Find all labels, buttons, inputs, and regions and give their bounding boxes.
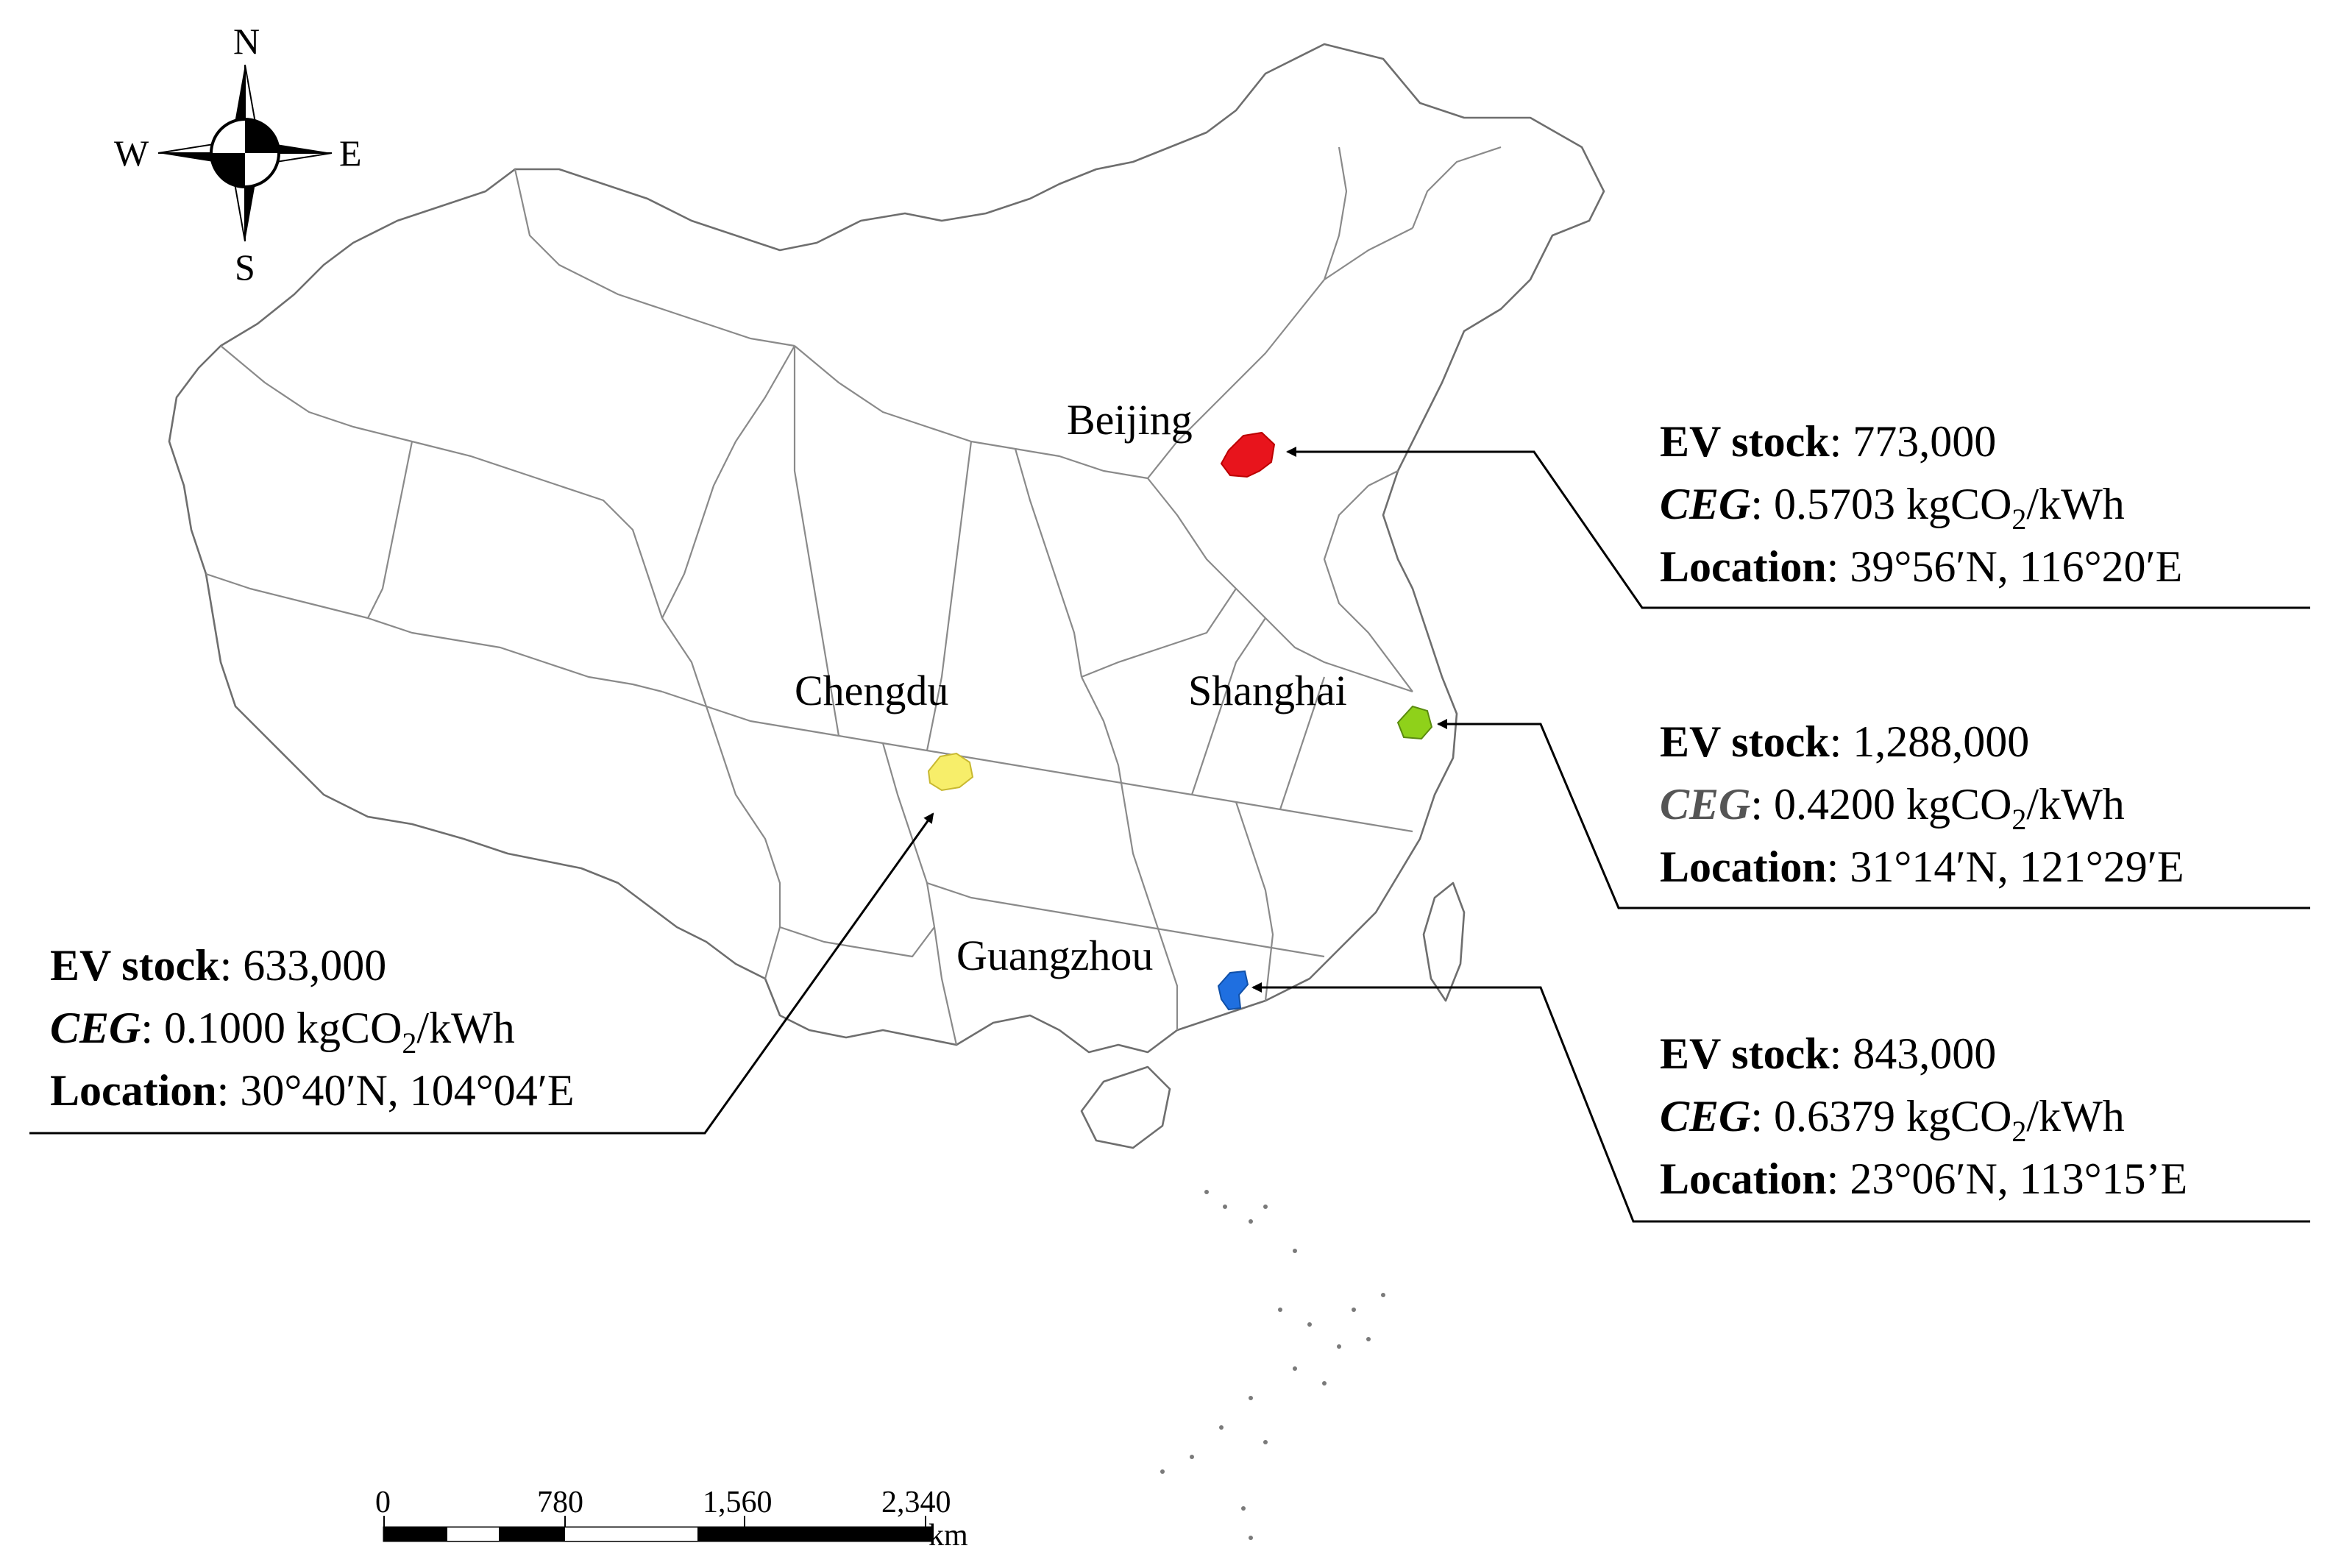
leader-lines xyxy=(29,447,2310,1223)
scale-unit-label: km xyxy=(928,1519,968,1553)
ev-stock-label: EV stock xyxy=(50,941,220,990)
ceg-subscript: 2 xyxy=(2011,803,2026,836)
compass-rose: N S E W xyxy=(114,21,362,288)
ev-stock-value: : 1,288,000 xyxy=(1830,717,2030,766)
ev-stock-value: : 843,000 xyxy=(1830,1029,1997,1078)
ceg-unit: /kWh xyxy=(416,1004,514,1052)
leader-line-beijing xyxy=(1286,447,2310,609)
ceg-label: CEG xyxy=(1660,780,1750,829)
leader-line-chengdu xyxy=(29,812,934,1135)
ceg-label: CEG xyxy=(50,1004,141,1052)
scale-bar: 0 780 1,560 2,340 km xyxy=(375,1486,968,1553)
svg-text:CEG: 0.6379 kgCO2/kWh: CEG: 0.6379 kgCO2/kWh xyxy=(1660,1092,2125,1148)
leader-line-shanghai xyxy=(1437,719,2310,909)
compass-label-north: N xyxy=(233,21,260,62)
location-label: Location xyxy=(1660,842,1827,891)
svg-text:CEG: 0.5703 kgCO2/kWh: CEG: 0.5703 kgCO2/kWh xyxy=(1660,480,2125,536)
scale-tick-label: 780 xyxy=(537,1486,583,1519)
compass-label-east: E xyxy=(339,132,362,174)
svg-text:EV stock: 843,000: EV stock: 843,000 xyxy=(1660,1029,1996,1078)
location-label: Location xyxy=(50,1066,217,1115)
city-label-shanghai: Shanghai xyxy=(1188,667,1347,714)
ceg-value: : 0.6379 kgCO xyxy=(1750,1092,2011,1140)
scale-tick-label: 0 xyxy=(375,1486,391,1519)
svg-text:Location: 30°40′N, 104°04′E: Location: 30°40′N, 104°04′E xyxy=(50,1066,575,1115)
ceg-subscript: 2 xyxy=(402,1026,416,1060)
ceg-unit: /kWh xyxy=(2026,780,2124,829)
compass-label-south: S xyxy=(235,246,255,288)
scale-bar-segment xyxy=(697,1528,931,1541)
province-borders xyxy=(205,146,1502,1046)
svg-text:EV stock: 633,000: EV stock: 633,000 xyxy=(50,941,386,990)
location-label: Location xyxy=(1660,1154,1827,1203)
location-value: : 31°14′N, 121°29′E xyxy=(1827,842,2184,891)
scale-bar-segment xyxy=(499,1528,565,1541)
city-label-beijing: Beijing xyxy=(1067,396,1193,444)
svg-text:Location: 31°14′N, 121°29′E: Location: 31°14′N, 121°29′E xyxy=(1660,842,2184,891)
svg-text:CEG: 0.1000 kgCO2/kWh: CEG: 0.1000 kgCO2/kWh xyxy=(50,1004,515,1060)
beijing-region[interactable] xyxy=(1220,431,1276,478)
ev-stock-label: EV stock xyxy=(1660,417,1830,466)
scale-tick-label: 1,560 xyxy=(703,1486,773,1519)
ev-stock-label: EV stock xyxy=(1660,717,1830,766)
ceg-label: CEG xyxy=(1660,480,1750,528)
china-outline xyxy=(168,43,1605,1054)
chengdu-region[interactable] xyxy=(927,752,974,792)
location-value: : 39°56′N, 116°20′E xyxy=(1827,542,2183,591)
compass-label-west: W xyxy=(114,132,149,174)
ceg-label: CEG xyxy=(1660,1092,1750,1140)
ceg-subscript: 2 xyxy=(2011,1115,2026,1148)
ceg-unit: /kWh xyxy=(2026,480,2124,528)
ceg-subscript: 2 xyxy=(2011,503,2026,536)
info-block-shanghai: EV stock: 1,288,000 CEG: 0.4200 kgCO2/kW… xyxy=(1660,717,2184,891)
guangzhou-region[interactable] xyxy=(1217,970,1249,1011)
scale-bar-segment xyxy=(384,1528,447,1541)
svg-text:Location: 23°06′N, 113°15’E: Location: 23°06′N, 113°15’E xyxy=(1660,1154,2187,1203)
south-sea-islands xyxy=(1160,1190,1385,1540)
city-label-chengdu: Chengdu xyxy=(795,667,948,714)
svg-text:EV stock: 773,000: EV stock: 773,000 xyxy=(1660,417,1996,466)
scale-tick-label: 2,340 xyxy=(881,1486,951,1519)
info-block-guangzhou: EV stock: 843,000 CEG: 0.6379 kgCO2/kWh … xyxy=(1660,1029,2187,1203)
scale-bar-segment xyxy=(447,1528,499,1541)
ev-stock-value: : 773,000 xyxy=(1830,417,1997,466)
ceg-unit: /kWh xyxy=(2026,1092,2124,1140)
info-block-chengdu: EV stock: 633,000 CEG: 0.1000 kgCO2/kWh … xyxy=(50,941,575,1115)
scale-bar-segment xyxy=(565,1528,697,1541)
ceg-value: : 0.1000 kgCO xyxy=(141,1004,402,1052)
ev-stock-label: EV stock xyxy=(1660,1029,1830,1078)
svg-text:Location: 39°56′N, 116°20′E: Location: 39°56′N, 116°20′E xyxy=(1660,542,2182,591)
info-block-beijing: EV stock: 773,000 CEG: 0.5703 kgCO2/kWh … xyxy=(1660,417,2182,591)
city-label-guangzhou: Guangzhou xyxy=(956,932,1153,979)
ceg-value: : 0.4200 kgCO xyxy=(1750,780,2011,829)
shanghai-region[interactable] xyxy=(1396,705,1433,740)
ceg-value: : 0.5703 kgCO xyxy=(1750,480,2011,528)
location-value: : 23°06′N, 113°15’E xyxy=(1827,1154,2188,1203)
taiwan-island xyxy=(1422,881,1466,1002)
leader-line-guangzhou xyxy=(1251,982,2310,1223)
ev-stock-value: : 633,000 xyxy=(220,941,387,990)
svg-text:CEG: 0.4200 kgCO2/kWh: CEG: 0.4200 kgCO2/kWh xyxy=(1660,780,2125,836)
location-label: Location xyxy=(1660,542,1827,591)
svg-text:EV stock: 1,288,000: EV stock: 1,288,000 xyxy=(1660,717,2029,766)
hainan-island xyxy=(1080,1065,1171,1149)
location-value: : 30°40′N, 104°04′E xyxy=(217,1066,575,1115)
